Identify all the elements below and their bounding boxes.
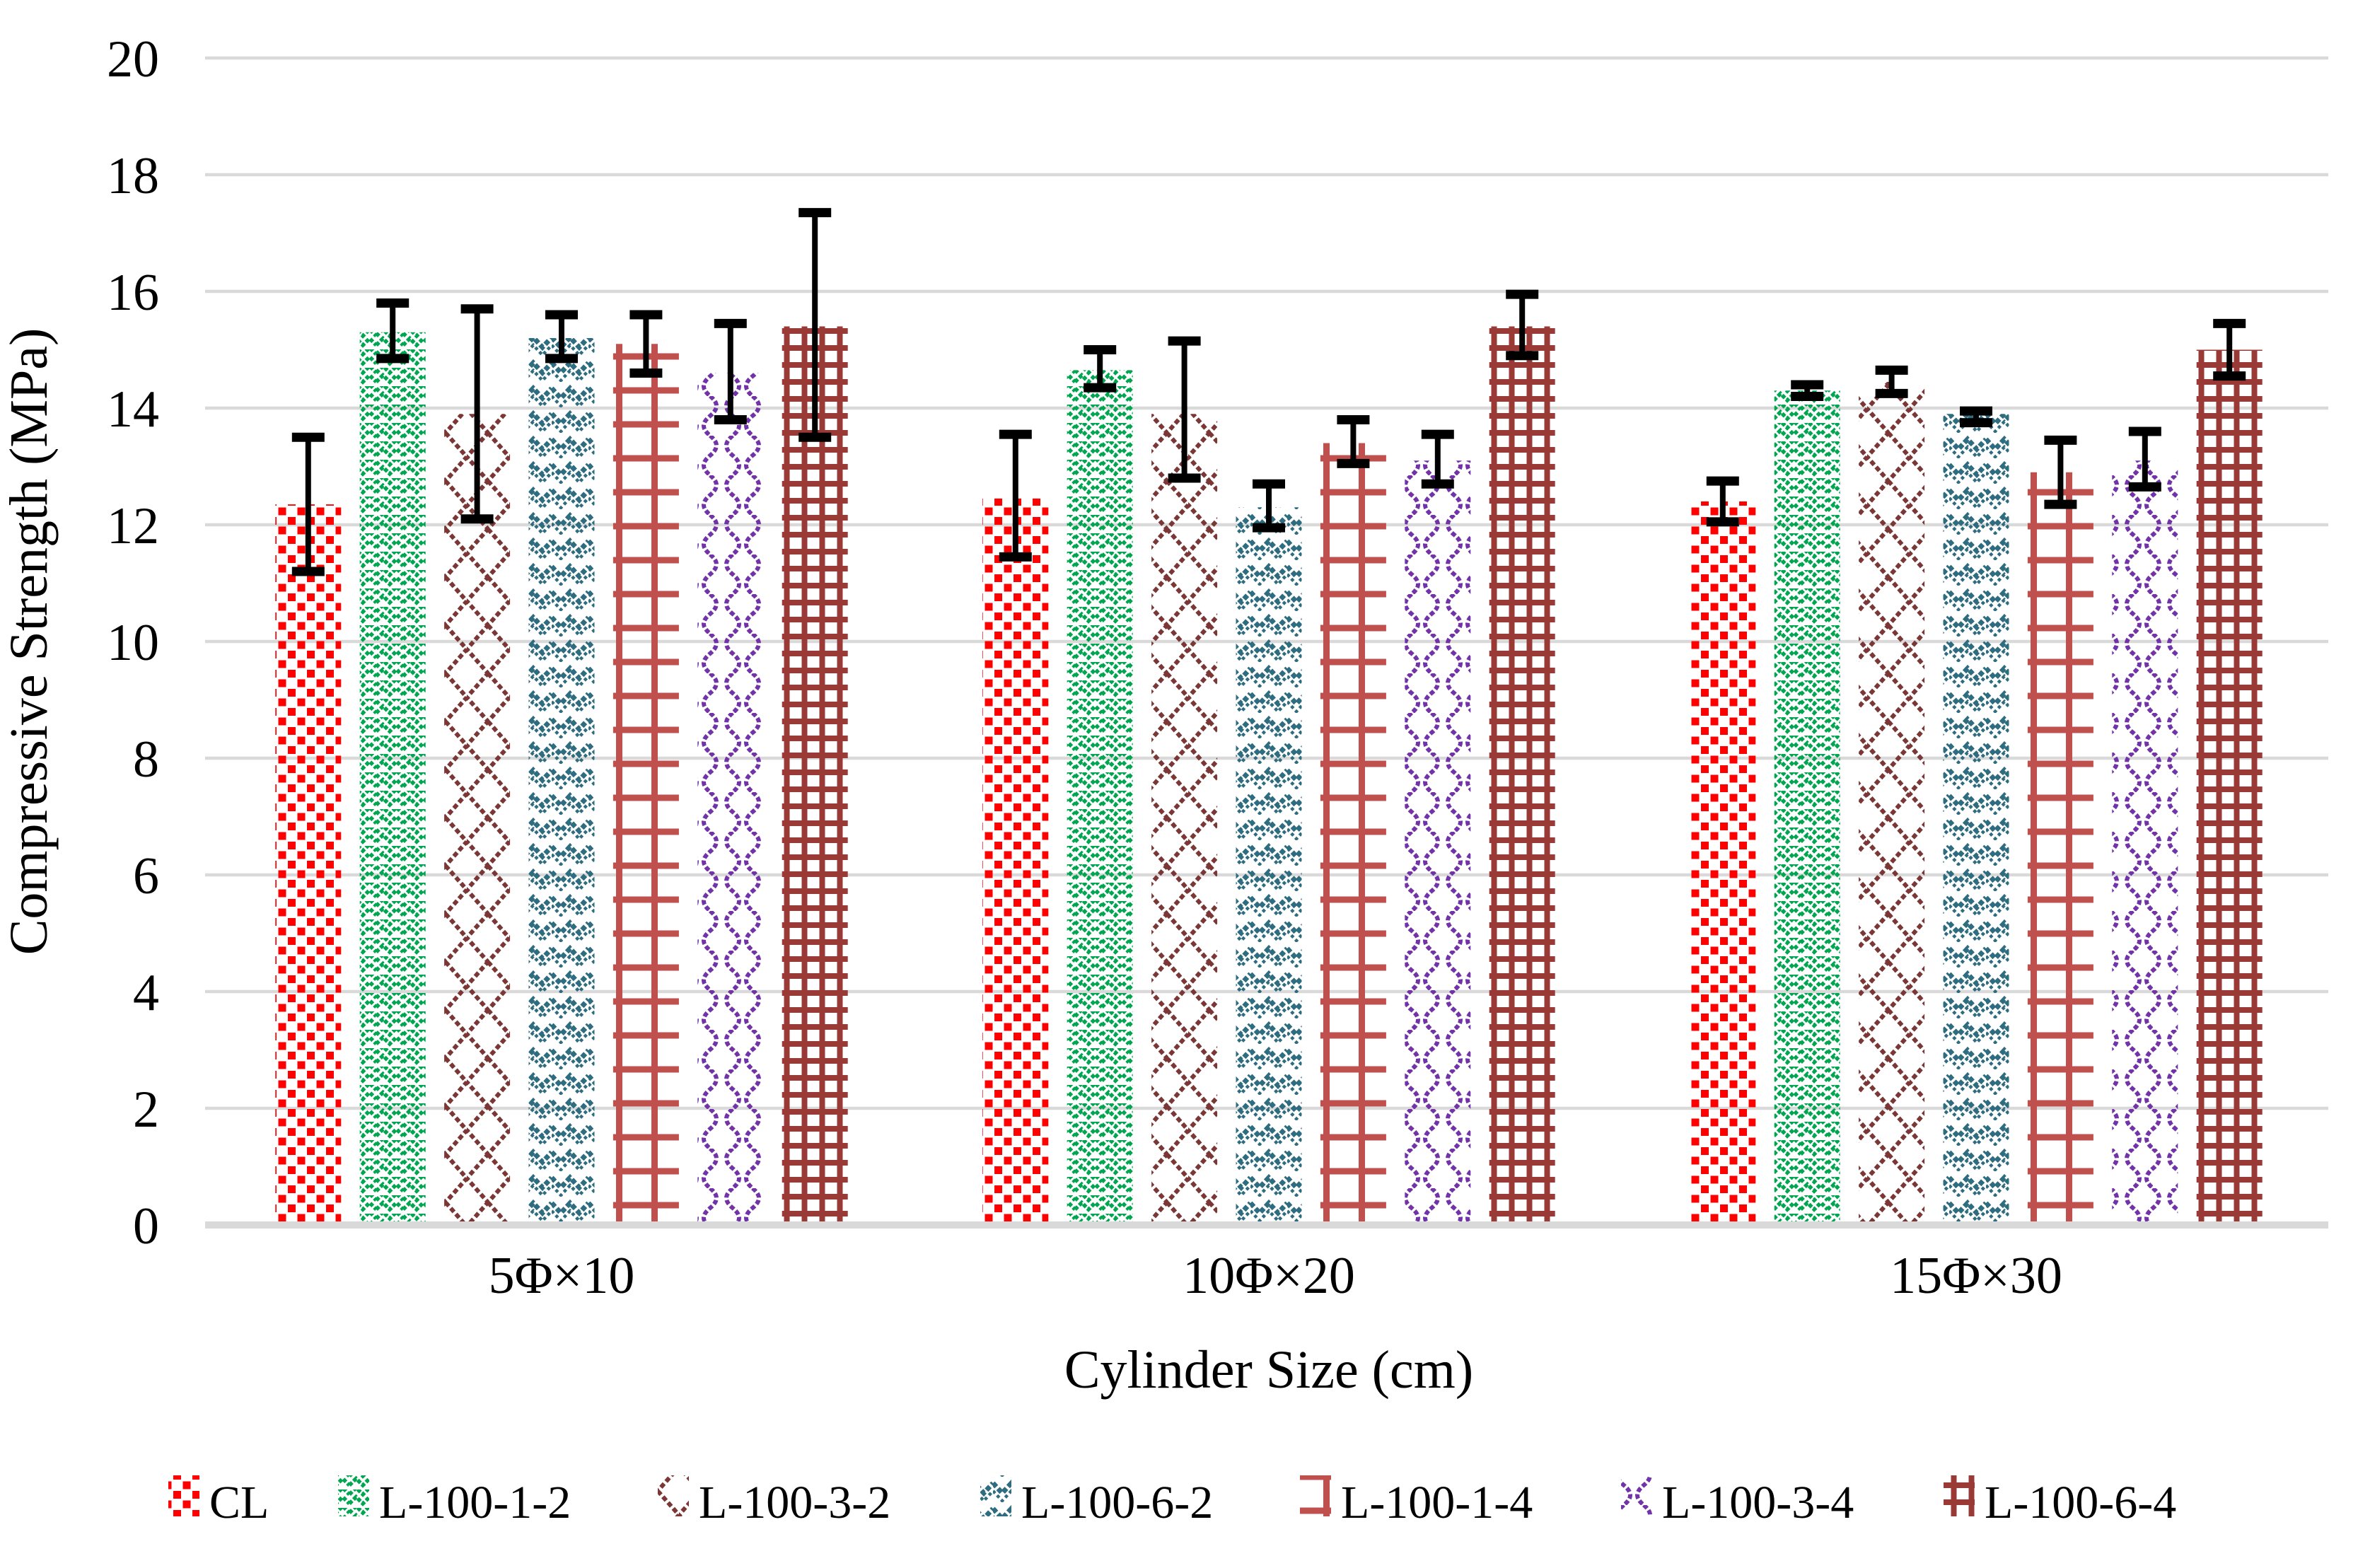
error-bar-l-100-6-2-cat2: [1253, 479, 1285, 533]
error-bar-l-100-1-2-cat3: [1791, 380, 1824, 401]
bar-l-100-6-2-cat2: [1236, 507, 1302, 1225]
legend-label-l-100-1-4: L-100-1-4: [1341, 1477, 1533, 1528]
error-bar-l-100-6-4-cat2: [1506, 289, 1539, 361]
error-bar-l-100-1-4-cat3: [2044, 435, 2077, 509]
y-tick-label-16: 16: [107, 264, 159, 322]
error-bar-cl-cat1: [291, 432, 325, 576]
bar-l-100-1-4-cat1: [612, 344, 679, 1225]
bar-l-100-1-2-cat1: [359, 332, 426, 1225]
legend-item-cl: CL: [168, 1475, 269, 1528]
error-bar-l-100-1-4-cat1: [629, 310, 663, 378]
bar-l-100-3-2-cat1: [444, 414, 511, 1225]
bar-cl-cat2: [982, 498, 1049, 1225]
bar-l-100-6-4-cat2: [1489, 326, 1555, 1225]
bar-cl-cat1: [275, 504, 342, 1225]
legend-item-l-100-6-2: L-100-6-2: [980, 1475, 1213, 1528]
bar-l-100-3-2-cat3: [1859, 381, 1925, 1225]
bar-l-100-6-2-cat1: [528, 338, 595, 1225]
error-bar-l-100-6-2-cat3: [1960, 406, 1992, 428]
legend-item-l-100-3-2: L-100-3-2: [658, 1475, 890, 1528]
legend-item-l-100-6-4: L-100-6-4: [1944, 1475, 2176, 1528]
bar-l-100-1-2-cat2: [1067, 370, 1133, 1225]
legend-swatch-l-100-1-4: [1300, 1475, 1331, 1516]
legend-item-l-100-1-4: L-100-1-4: [1300, 1475, 1533, 1528]
legend-label-l-100-3-4: L-100-3-4: [1662, 1477, 1854, 1528]
y-tick-labels: 0 2 4 6 8 10 12 14 16 18 20: [107, 30, 159, 1255]
y-tick-label-8: 8: [133, 731, 159, 789]
bar-cl-cat3: [1690, 501, 1756, 1225]
y-tick-label-20: 20: [107, 30, 159, 88]
y-tick-label-6: 6: [133, 847, 159, 905]
y-axis-title: Compressive Strength (MPa): [0, 328, 59, 956]
legend-item-l-100-3-4: L-100-3-4: [1621, 1475, 1854, 1528]
error-bar-l-100-3-4-cat3: [2128, 426, 2161, 492]
error-bar-cl-cat3: [1706, 476, 1739, 527]
error-bar-l-100-3-2-cat1: [460, 304, 494, 524]
y-tick-label-0: 0: [133, 1197, 159, 1255]
x-axis-title: Cylinder Size (cm): [1064, 1340, 1473, 1400]
y-tick-label-18: 18: [107, 147, 159, 205]
bar-l-100-6-4-cat3: [2196, 349, 2263, 1225]
error-bar-l-100-6-4-cat1: [798, 208, 832, 442]
x-category-label-1: 5Φ×10: [489, 1247, 635, 1305]
error-bar-l-100-1-2-cat2: [1084, 345, 1117, 393]
legend-label-l-100-6-2: L-100-6-2: [1021, 1477, 1213, 1528]
bar-l-100-3-4-cat1: [697, 373, 764, 1225]
error-bar-l-100-1-2-cat1: [376, 298, 410, 364]
legend: CL L-100-1-2 L-100-3-2 L-100-6-2 L-100-1-4 L-…: [168, 1475, 2176, 1528]
x-category-label-3: 15Φ×30: [1890, 1247, 2062, 1305]
error-bars: [291, 208, 2246, 576]
y-tick-label-10: 10: [107, 614, 159, 672]
bar-l-100-6-2-cat3: [1943, 414, 2009, 1225]
legend-label-l-100-6-4: L-100-6-4: [1985, 1477, 2176, 1528]
error-bar-l-100-6-2-cat1: [545, 310, 578, 364]
legend-swatch-cl: [168, 1475, 199, 1516]
error-bar-l-100-3-4-cat1: [714, 318, 747, 424]
bars: [275, 326, 2263, 1225]
y-tick-label-4: 4: [133, 964, 159, 1022]
legend-label-l-100-1-2: L-100-1-2: [379, 1477, 571, 1528]
legend-item-l-100-1-2: L-100-1-2: [338, 1475, 571, 1528]
error-bar-l-100-3-2-cat2: [1168, 336, 1201, 483]
bar-l-100-3-2-cat2: [1151, 414, 1218, 1225]
bar-l-100-3-4-cat2: [1405, 460, 1471, 1225]
error-bar-l-100-6-4-cat3: [2213, 318, 2246, 381]
y-tick-label-14: 14: [107, 381, 159, 439]
bar-l-100-1-4-cat3: [2027, 472, 2093, 1225]
y-tick-label-2: 2: [133, 1081, 159, 1139]
error-bar-l-100-3-4-cat2: [1421, 429, 1454, 489]
error-bar-l-100-1-4-cat2: [1337, 415, 1370, 468]
bar-l-100-1-4-cat2: [1320, 443, 1386, 1225]
bar-l-100-3-4-cat3: [2112, 460, 2178, 1225]
x-category-label-2: 10Φ×20: [1183, 1247, 1355, 1305]
bar-l-100-6-4-cat1: [782, 326, 848, 1225]
legend-label-l-100-3-2: L-100-3-2: [699, 1477, 890, 1528]
legend-swatch-l-100-3-2: [658, 1475, 689, 1516]
legend-swatch-l-100-6-4: [1944, 1475, 1975, 1516]
bar-l-100-1-2-cat3: [1774, 390, 1840, 1225]
error-bar-l-100-3-2-cat3: [1875, 365, 1908, 398]
error-bar-cl-cat2: [999, 429, 1032, 562]
legend-swatch-l-100-6-2: [980, 1475, 1011, 1516]
x-category-labels: 5Φ×10 10Φ×20 15Φ×30: [489, 1247, 2062, 1305]
legend-swatch-l-100-3-4: [1621, 1475, 1652, 1516]
legend-label-cl: CL: [209, 1477, 269, 1528]
legend-swatch-l-100-1-2: [338, 1475, 369, 1516]
y-tick-label-12: 12: [107, 497, 159, 555]
